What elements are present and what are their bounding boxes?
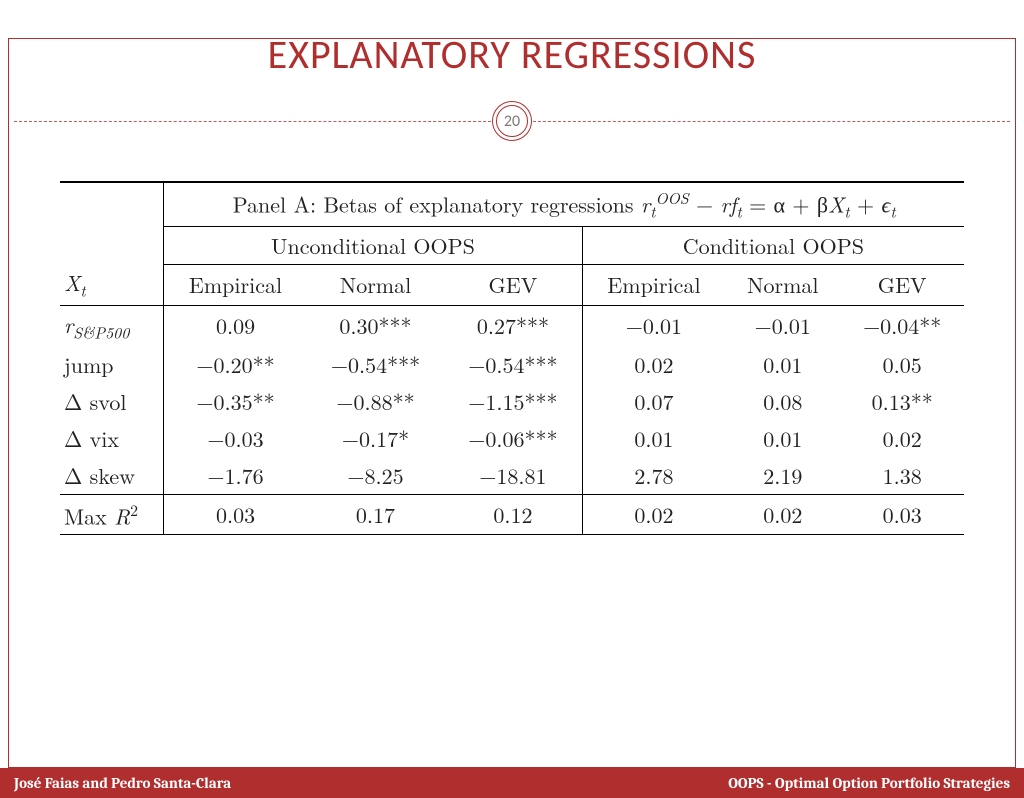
slide-number-badge: 20 — [492, 101, 532, 141]
slide-number: 20 — [496, 105, 528, 137]
slide-border — [8, 38, 1016, 768]
footer-title: OOPS - Optimal Option Portfolio Strategi… — [728, 774, 1010, 792]
footer-authors: José Faias and Pedro Santa-Clara — [14, 774, 231, 792]
footer-bar: José Faias and Pedro Santa-Clara OOPS - … — [0, 768, 1024, 798]
title-divider: 20 — [0, 101, 1024, 141]
